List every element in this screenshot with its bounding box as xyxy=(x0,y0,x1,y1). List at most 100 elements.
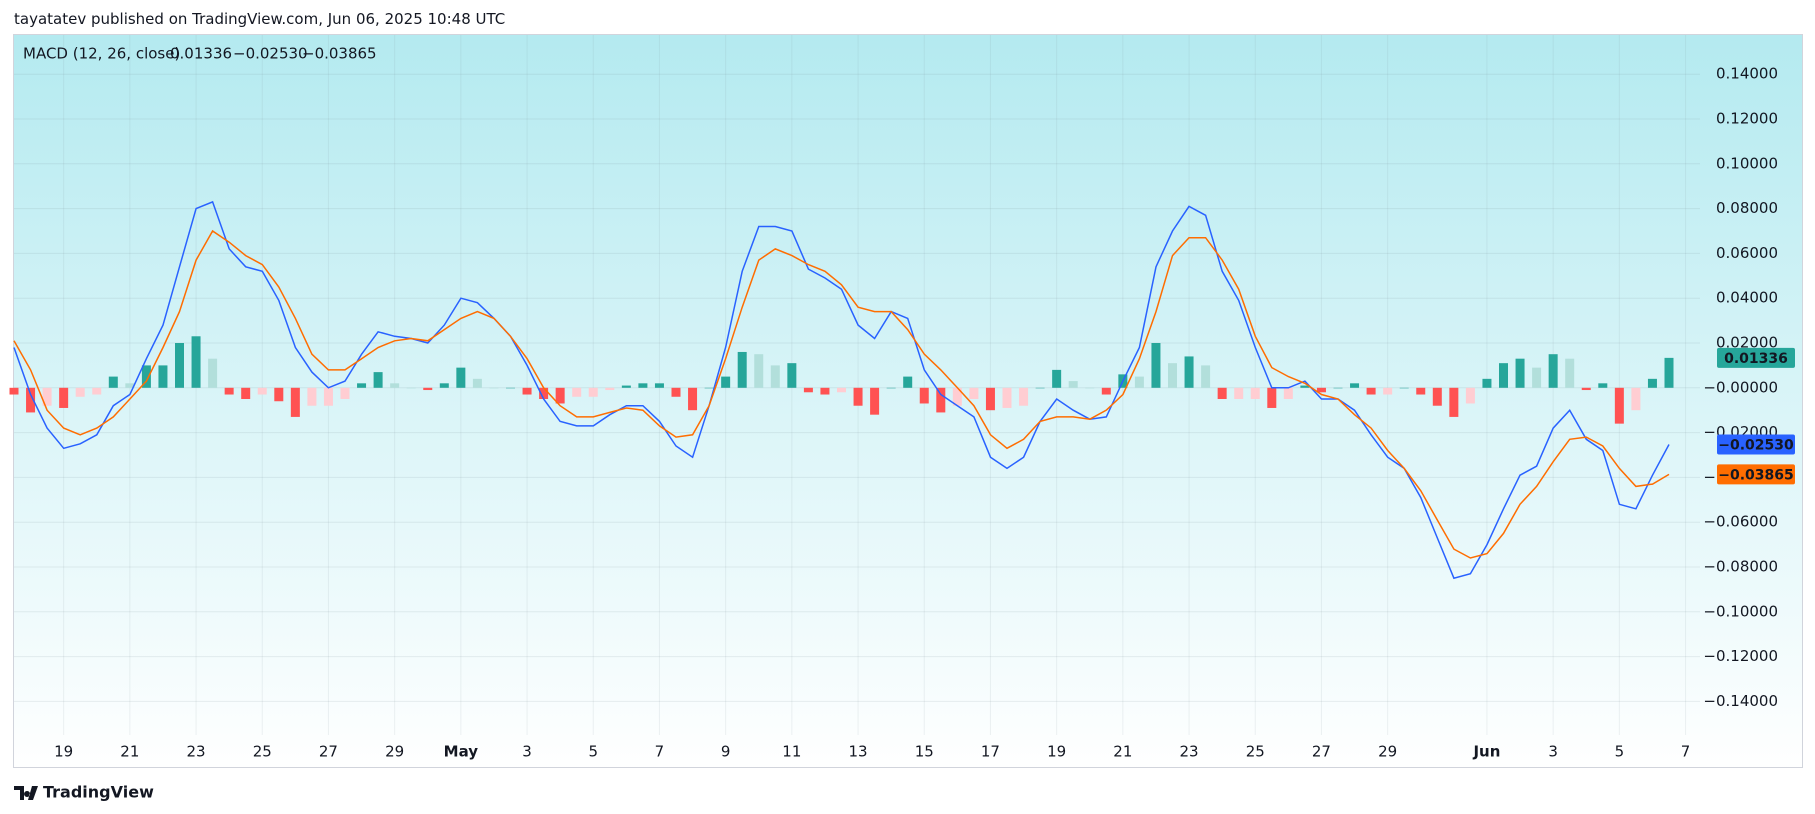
x-tick-label: 23 xyxy=(187,743,206,761)
publish-info: tayatatev published on TradingView.com, … xyxy=(14,10,506,28)
histogram-bar xyxy=(522,387,532,395)
y-tick-label: −0.14000 xyxy=(1703,692,1778,710)
histogram-bar xyxy=(1316,387,1326,393)
histogram-bar xyxy=(224,387,234,395)
brand-name: TradingView xyxy=(43,783,154,802)
histogram-bar xyxy=(588,387,598,397)
last-value-label: −0.03865 xyxy=(1718,467,1794,483)
histogram-bar xyxy=(1399,387,1409,389)
histogram-bar xyxy=(125,383,135,388)
histogram-bar xyxy=(853,387,863,406)
histogram-bar xyxy=(1449,387,1459,417)
x-tick-label: 19 xyxy=(1047,743,1066,761)
histogram-bar xyxy=(1267,387,1277,408)
x-tick-label: Jun xyxy=(1472,743,1500,761)
histogram-bar xyxy=(903,376,913,388)
histogram-bar xyxy=(621,385,631,388)
x-tick-label: 27 xyxy=(1312,743,1331,761)
histogram-bar xyxy=(936,387,946,413)
histogram-bar xyxy=(175,343,184,388)
histogram-bar xyxy=(820,387,830,395)
histogram-bar xyxy=(241,387,251,399)
y-tick-label: −0.00000 xyxy=(1703,378,1778,396)
histogram-bar xyxy=(439,383,449,388)
histogram-bar xyxy=(1598,383,1608,388)
histogram-bar xyxy=(340,387,350,399)
line xyxy=(13,200,1670,580)
histogram-bar xyxy=(1416,387,1426,395)
histogram-bar xyxy=(75,387,85,397)
histogram-bar xyxy=(969,387,979,399)
histogram-bar xyxy=(787,363,797,388)
legend-value: −0.03865 xyxy=(302,45,377,63)
histogram-bar xyxy=(1300,385,1310,388)
x-tick-label: 19 xyxy=(54,743,73,761)
histogram-bar xyxy=(688,387,698,411)
histogram-bar xyxy=(1565,358,1575,388)
histogram-bar xyxy=(1366,387,1376,395)
histogram-bar xyxy=(555,387,565,404)
x-tick-label: 21 xyxy=(120,743,139,761)
legend-title: MACD (12, 26, close) xyxy=(23,45,180,63)
histogram-bar xyxy=(1647,378,1657,388)
histogram-bar xyxy=(274,387,284,402)
x-tick-label: 7 xyxy=(655,743,665,761)
y-tick-label: −0.12000 xyxy=(1703,647,1778,665)
histogram-bar xyxy=(1515,358,1525,388)
histogram-bar xyxy=(572,387,582,397)
last-value-badge xyxy=(1717,347,1795,368)
histogram-bar xyxy=(92,387,102,395)
histogram-bar xyxy=(1217,387,1227,399)
last-value-badge xyxy=(1717,464,1795,485)
histogram-bar xyxy=(886,387,896,389)
histogram-bar xyxy=(506,387,515,389)
histogram-bar xyxy=(406,387,416,389)
histogram-bar xyxy=(1532,367,1542,388)
histogram-bar xyxy=(1201,365,1211,388)
histogram-bar xyxy=(456,367,466,388)
x-tick-label: 25 xyxy=(253,743,272,761)
histogram-bar xyxy=(290,387,300,417)
histogram-bar xyxy=(26,387,36,413)
histogram-bar xyxy=(1333,387,1343,389)
brand-logo xyxy=(14,786,38,800)
x-tick-label: 13 xyxy=(849,743,868,761)
histogram-bar xyxy=(704,387,714,389)
histogram-bar xyxy=(952,387,962,406)
last-value-label: 0.01336 xyxy=(1724,351,1788,367)
last-value-badge xyxy=(1717,434,1795,455)
histogram-bar xyxy=(638,383,648,388)
histogram-bar xyxy=(1184,356,1194,388)
histogram-bar xyxy=(373,372,383,388)
x-tick-label: 15 xyxy=(915,743,934,761)
histogram-bar xyxy=(1631,387,1641,411)
y-tick-label: 0.14000 xyxy=(1716,65,1778,83)
y-tick-label: −0.10000 xyxy=(1703,602,1778,620)
histogram-bar xyxy=(1168,363,1177,388)
x-tick-label: 21 xyxy=(1113,743,1132,761)
histogram-bar xyxy=(1101,387,1111,395)
legend-value: 0.01336 xyxy=(170,45,232,63)
x-tick-label: 17 xyxy=(981,743,1000,761)
histogram-bar xyxy=(1234,387,1244,399)
pane-background xyxy=(14,35,1802,770)
x-tick-label: 7 xyxy=(1681,743,1691,761)
histogram-bar xyxy=(605,387,615,391)
histogram-bar xyxy=(1548,354,1558,388)
histogram-bar xyxy=(390,383,400,388)
histogram-bar xyxy=(1002,387,1012,408)
x-tick-label: 3 xyxy=(522,743,532,761)
histogram-bar xyxy=(1085,387,1095,389)
histogram-bar xyxy=(257,387,267,395)
y-tick-label: 0.10000 xyxy=(1716,154,1778,172)
histogram-bar xyxy=(1052,369,1062,388)
histogram-bar xyxy=(654,383,664,388)
y-tick-label: 0.02000 xyxy=(1716,334,1778,352)
histogram-bar xyxy=(42,387,52,406)
x-tick-label: 11 xyxy=(782,743,801,761)
histogram-bar xyxy=(1019,387,1029,406)
histogram-bar xyxy=(539,387,549,399)
pane-border xyxy=(13,34,1803,768)
histogram-bar xyxy=(1350,383,1360,388)
